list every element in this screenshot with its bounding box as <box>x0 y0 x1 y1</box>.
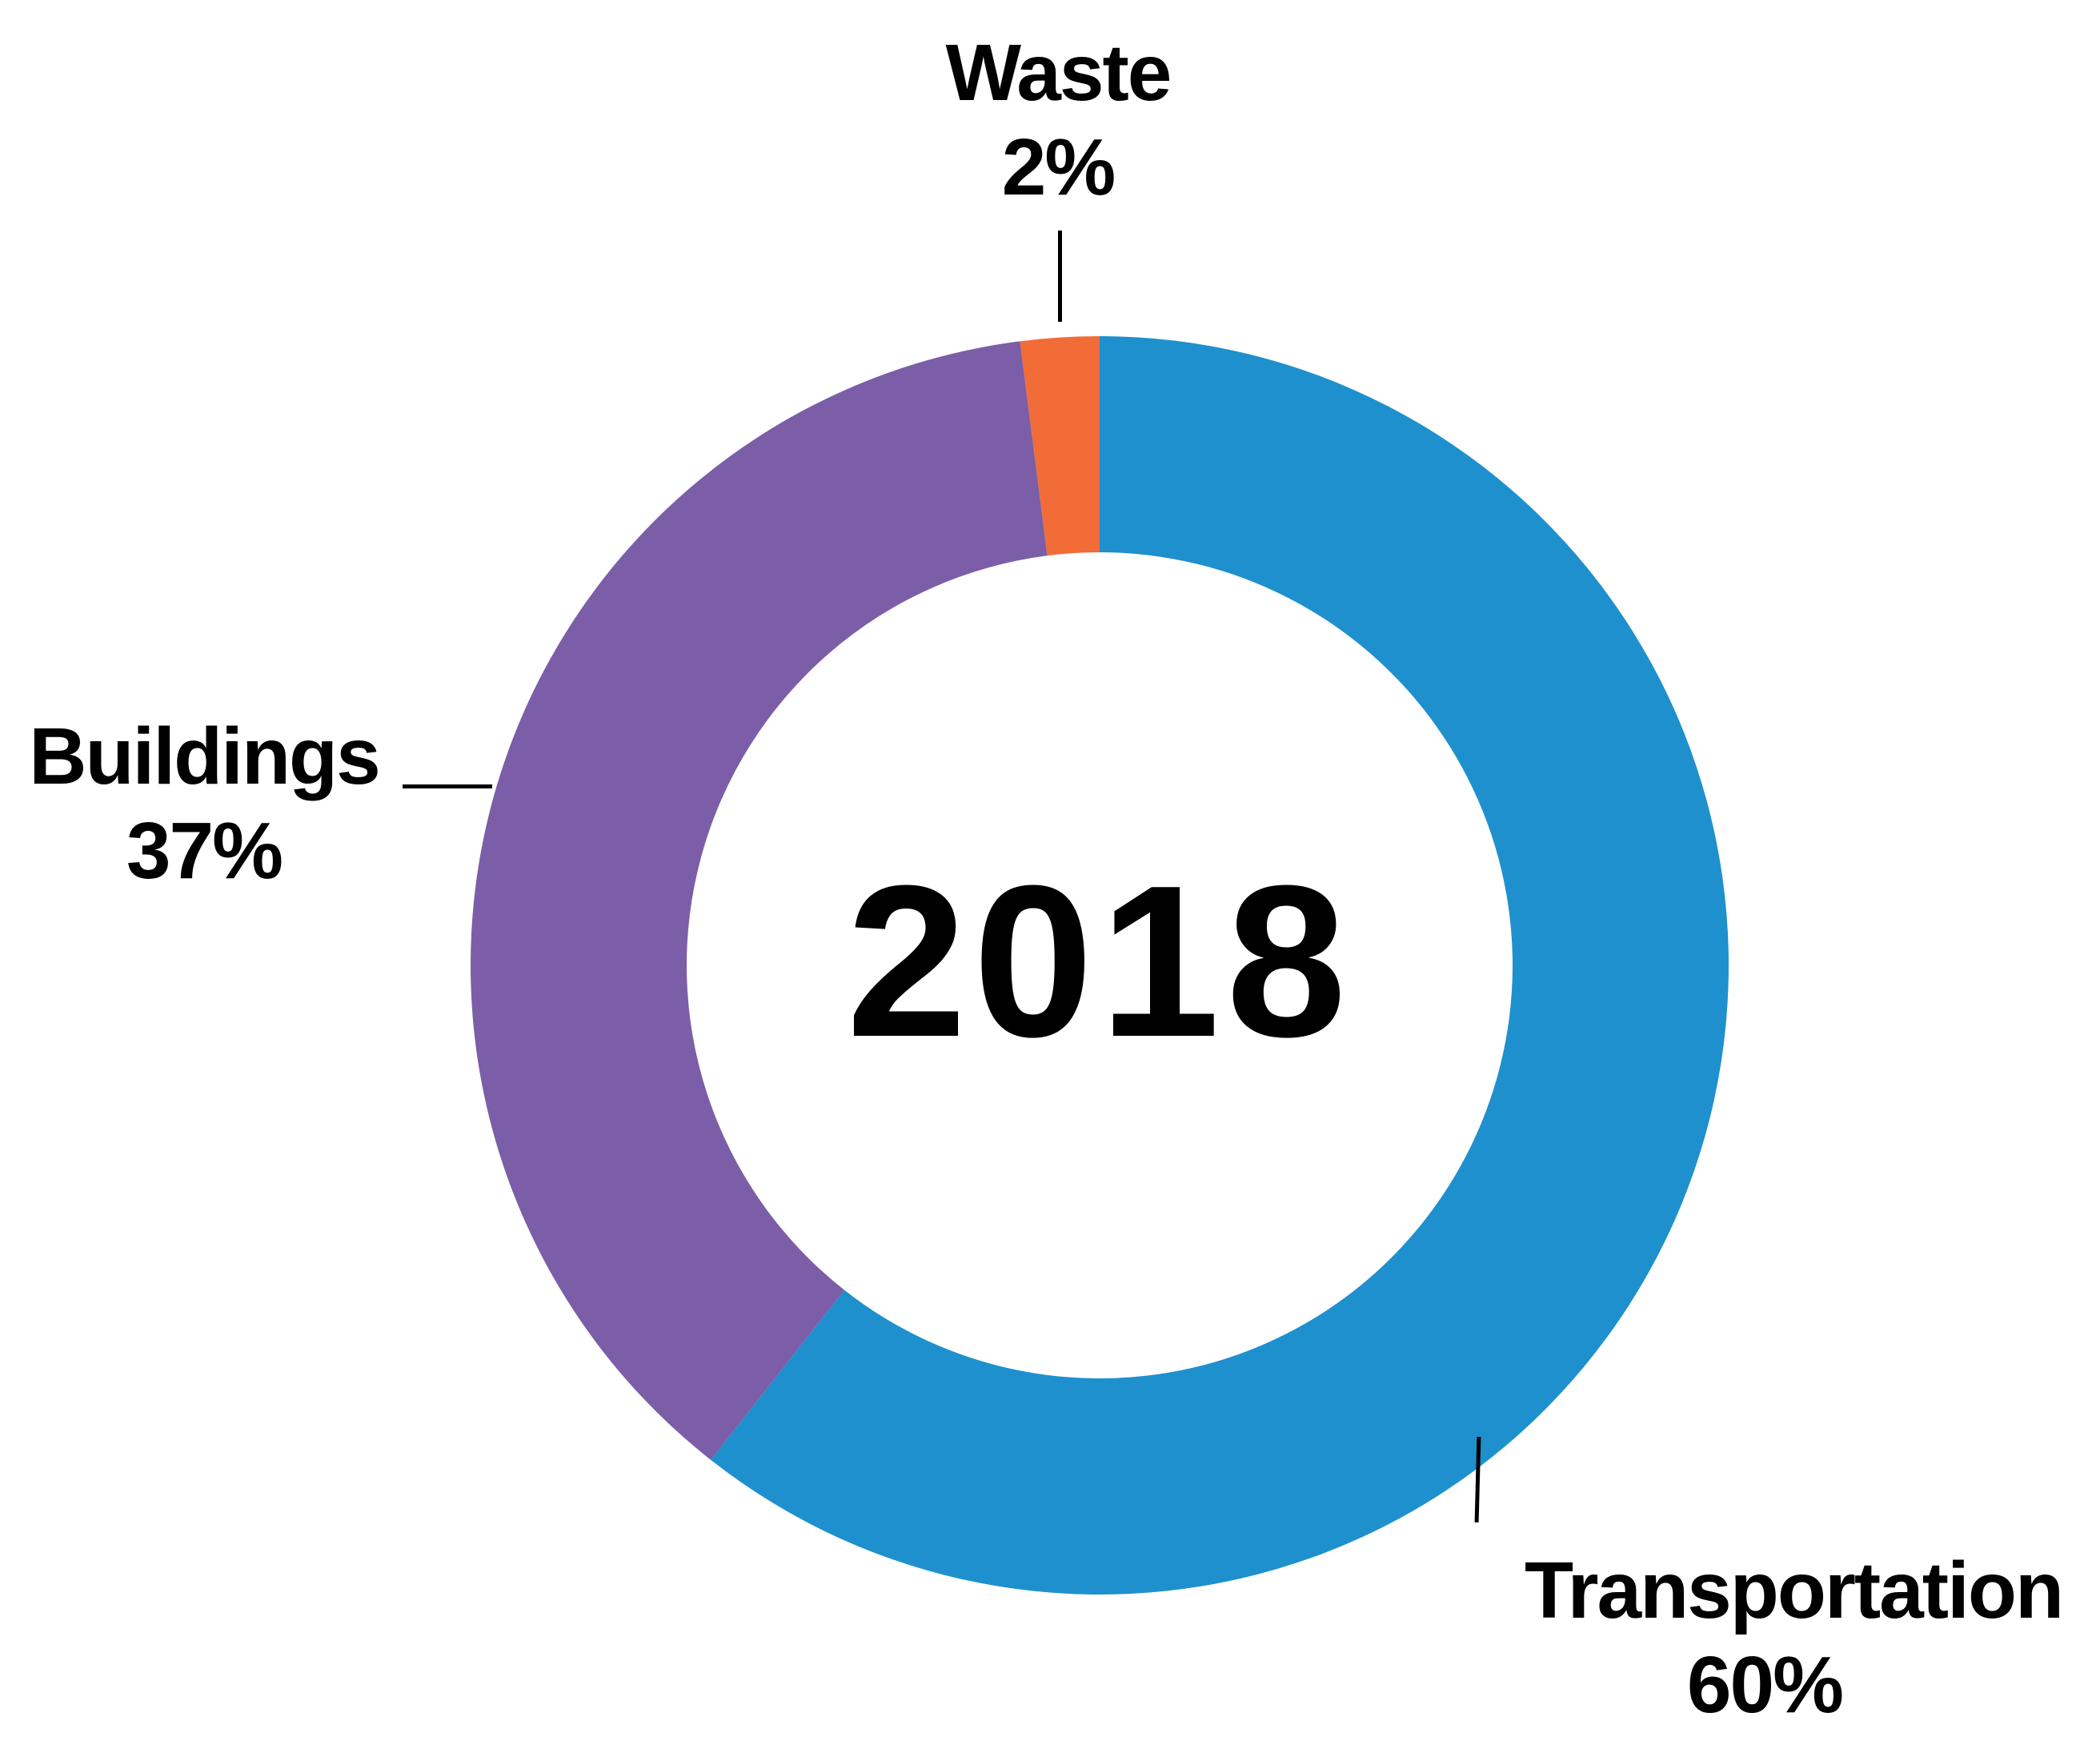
segment-buildings <box>470 341 1048 1460</box>
waste-leader-line <box>1058 231 1062 322</box>
transportation-percent: 60% <box>1686 1640 1844 1730</box>
transportation-name: Transportation <box>1525 1546 2064 1635</box>
segment-transportation <box>711 336 1729 1595</box>
center-year-label: 2018 <box>846 841 1353 1082</box>
buildings-leader-line <box>403 784 492 788</box>
waste-name: Waste <box>945 28 1172 118</box>
buildings-percent: 37% <box>126 806 283 896</box>
donut-segments-group <box>470 336 1729 1595</box>
label-transportation: Transportation 60% <box>1525 1543 2064 1732</box>
label-waste: Waste 2% <box>818 26 1298 215</box>
waste-percent: 2% <box>1001 122 1116 212</box>
segment-waste <box>1020 336 1100 556</box>
label-buildings: Buildings 37% <box>0 709 444 898</box>
buildings-name: Buildings <box>29 712 381 801</box>
